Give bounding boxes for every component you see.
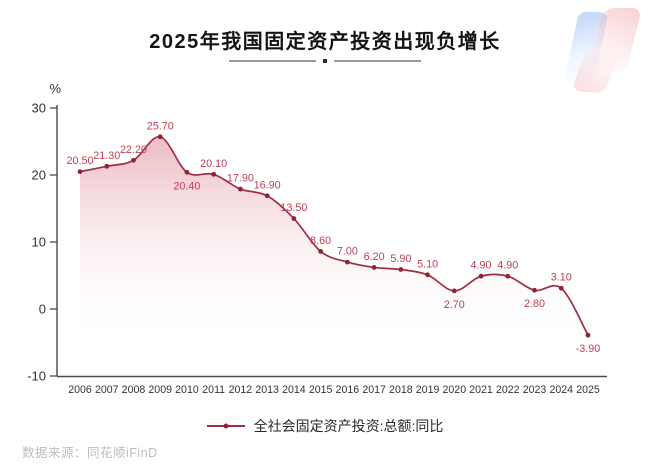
page-title: 2025年我国固定资产投资出现负增长: [149, 31, 501, 53]
data-point: [318, 248, 324, 254]
x-axis-tick-label: 2020: [443, 384, 467, 396]
data-point-label: 8.60: [310, 235, 331, 247]
data-point: [371, 265, 377, 270]
x-axis-tick-label: 2024: [549, 384, 573, 396]
x-axis-tick-label: 2018: [389, 384, 413, 396]
data-point-label: 20.50: [66, 155, 93, 167]
data-point-label: 5.10: [417, 258, 438, 270]
y-axis-tick-label: 10: [32, 235, 46, 250]
data-point: [104, 163, 110, 169]
series-area-fill: [80, 136, 588, 342]
data-point: [238, 186, 243, 192]
data-point-label: 4.90: [497, 260, 518, 272]
data-point: [425, 272, 430, 278]
x-axis-tick-label: 2006: [68, 384, 92, 396]
legend-label: 全社会固定资产投资:总额:同比: [253, 418, 444, 434]
x-axis-tick-label: 2016: [336, 384, 360, 396]
data-point: [585, 332, 591, 338]
underline-center-dot: [323, 59, 327, 63]
title-underline-decoration: [229, 59, 421, 63]
data-point-label: 16.90: [254, 179, 281, 191]
data-point: [558, 285, 564, 291]
data-point-label: 6.20: [364, 251, 385, 263]
legend-line-dot-marker: [206, 423, 245, 429]
data-point: [184, 169, 190, 175]
data-point-label: 3.10: [551, 272, 572, 284]
y-axis-tick-label: 0: [39, 302, 46, 317]
x-axis-tick-label: 2019: [416, 384, 440, 396]
chart-legend: 全社会固定资产投资:总额:同比: [0, 417, 650, 435]
data-point-label: 4.90: [471, 260, 492, 272]
data-point-label: 22.20: [120, 144, 147, 156]
y-axis-tick-label: 20: [32, 168, 46, 183]
data-point: [291, 216, 297, 221]
x-axis-tick-label: 2025: [576, 384, 600, 396]
y-axis-unit-label: %: [49, 81, 61, 96]
x-axis-tick-label: 2021: [469, 384, 493, 396]
y-axis-tick-label: -10: [27, 369, 46, 384]
data-point: [77, 169, 83, 175]
x-axis-tick-label: 2012: [229, 384, 253, 396]
data-point: [451, 288, 457, 294]
data-point: [131, 157, 136, 163]
data-point-label: -3.90: [576, 343, 601, 355]
legend-dot-icon: [223, 423, 229, 429]
x-axis-tick-label: 2022: [496, 384, 520, 396]
x-axis-tick-label: 2023: [523, 384, 547, 396]
data-source-note: 数据来源：同花顺iFinD: [22, 446, 158, 460]
x-axis-tick-label: 2007: [95, 384, 119, 396]
x-axis-tick-label: 2017: [362, 384, 386, 396]
x-axis-tick-label: 2011: [202, 384, 225, 396]
x-axis-tick-label: 2013: [255, 384, 279, 396]
data-point-label: 13.50: [280, 202, 307, 214]
x-axis-tick-label: 2008: [122, 384, 146, 396]
data-point: [505, 273, 511, 279]
data-point-label: 20.40: [173, 180, 200, 192]
data-point-label: 25.70: [147, 120, 174, 132]
data-point: [157, 134, 163, 140]
data-point: [398, 267, 404, 272]
data-point-label: 7.00: [337, 246, 358, 258]
y-axis-tick-label: 30: [32, 101, 46, 116]
underline-left-segment: [229, 60, 316, 62]
data-point: [532, 287, 537, 293]
data-point-label: 2.80: [524, 298, 545, 310]
data-point: [264, 193, 270, 199]
data-point: [211, 171, 217, 177]
data-point-label: 17.90: [227, 173, 254, 185]
data-point-label: 21.30: [93, 150, 120, 162]
data-point: [344, 259, 350, 265]
data-point-label: 2.70: [444, 299, 465, 311]
underline-right-segment: [334, 60, 421, 62]
data-point: [478, 273, 484, 279]
x-axis-tick-label: 2014: [282, 384, 306, 396]
x-axis-tick-label: 2010: [175, 384, 199, 396]
data-point-label: 5.90: [390, 253, 411, 265]
data-point-label: 20.10: [200, 158, 227, 170]
x-axis-tick-label: 2009: [148, 384, 172, 396]
x-axis-tick-label: 2015: [309, 384, 333, 396]
